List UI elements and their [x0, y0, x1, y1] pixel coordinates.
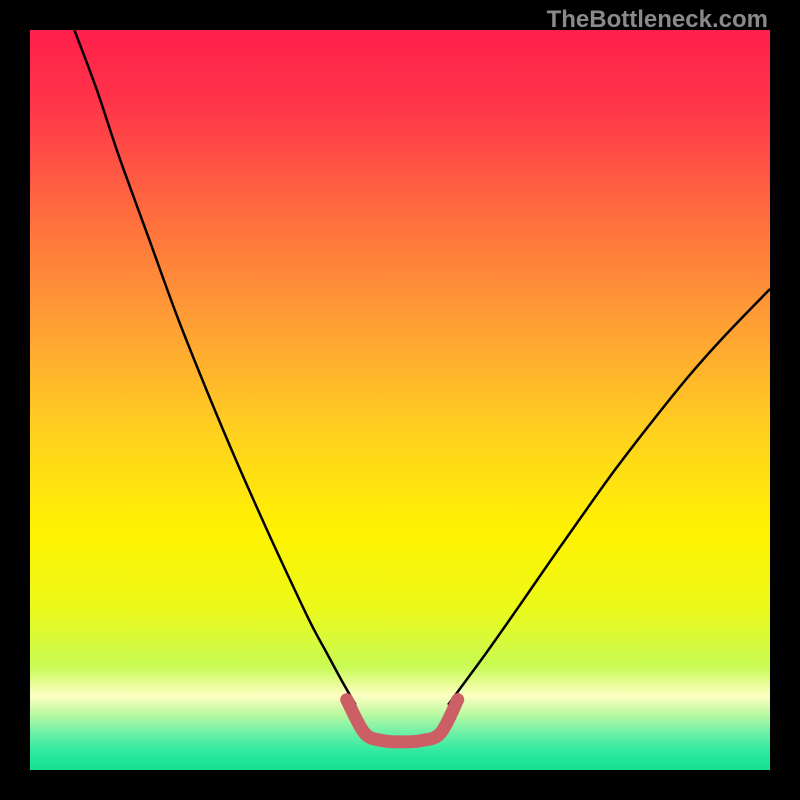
plot-area	[30, 30, 770, 770]
series-bottom-bracket	[347, 700, 458, 742]
curve-overlay	[30, 30, 770, 770]
chart-frame: TheBottleneck.com	[0, 0, 800, 800]
watermark-text: TheBottleneck.com	[547, 6, 768, 34]
series-left-curve	[74, 30, 355, 705]
series-right-curve	[448, 289, 770, 705]
